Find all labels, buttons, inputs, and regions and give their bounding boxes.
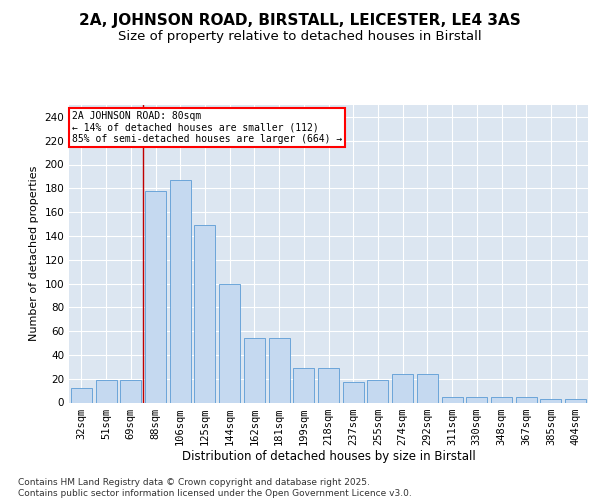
Bar [343, 382, 364, 402]
Bar [466, 396, 487, 402]
Bar [71, 388, 92, 402]
Bar [491, 396, 512, 402]
Text: Contains HM Land Registry data © Crown copyright and database right 2025.
Contai: Contains HM Land Registry data © Crown c… [18, 478, 412, 498]
Bar [120, 380, 141, 402]
Bar [219, 284, 240, 403]
Bar [565, 399, 586, 402]
Bar [417, 374, 438, 402]
Bar [541, 399, 562, 402]
Text: Size of property relative to detached houses in Birstall: Size of property relative to detached ho… [118, 30, 482, 43]
Bar [318, 368, 339, 402]
Bar [194, 225, 215, 402]
X-axis label: Distribution of detached houses by size in Birstall: Distribution of detached houses by size … [182, 450, 475, 464]
Text: 2A, JOHNSON ROAD, BIRSTALL, LEICESTER, LE4 3AS: 2A, JOHNSON ROAD, BIRSTALL, LEICESTER, L… [79, 12, 521, 28]
Bar [269, 338, 290, 402]
Bar [95, 380, 116, 402]
Bar [293, 368, 314, 402]
Bar [442, 396, 463, 402]
Bar [170, 180, 191, 402]
Bar [392, 374, 413, 402]
Bar [145, 190, 166, 402]
Text: 2A JOHNSON ROAD: 80sqm
← 14% of detached houses are smaller (112)
85% of semi-de: 2A JOHNSON ROAD: 80sqm ← 14% of detached… [71, 111, 342, 144]
Y-axis label: Number of detached properties: Number of detached properties [29, 166, 39, 342]
Bar [516, 396, 537, 402]
Bar [244, 338, 265, 402]
Bar [367, 380, 388, 402]
